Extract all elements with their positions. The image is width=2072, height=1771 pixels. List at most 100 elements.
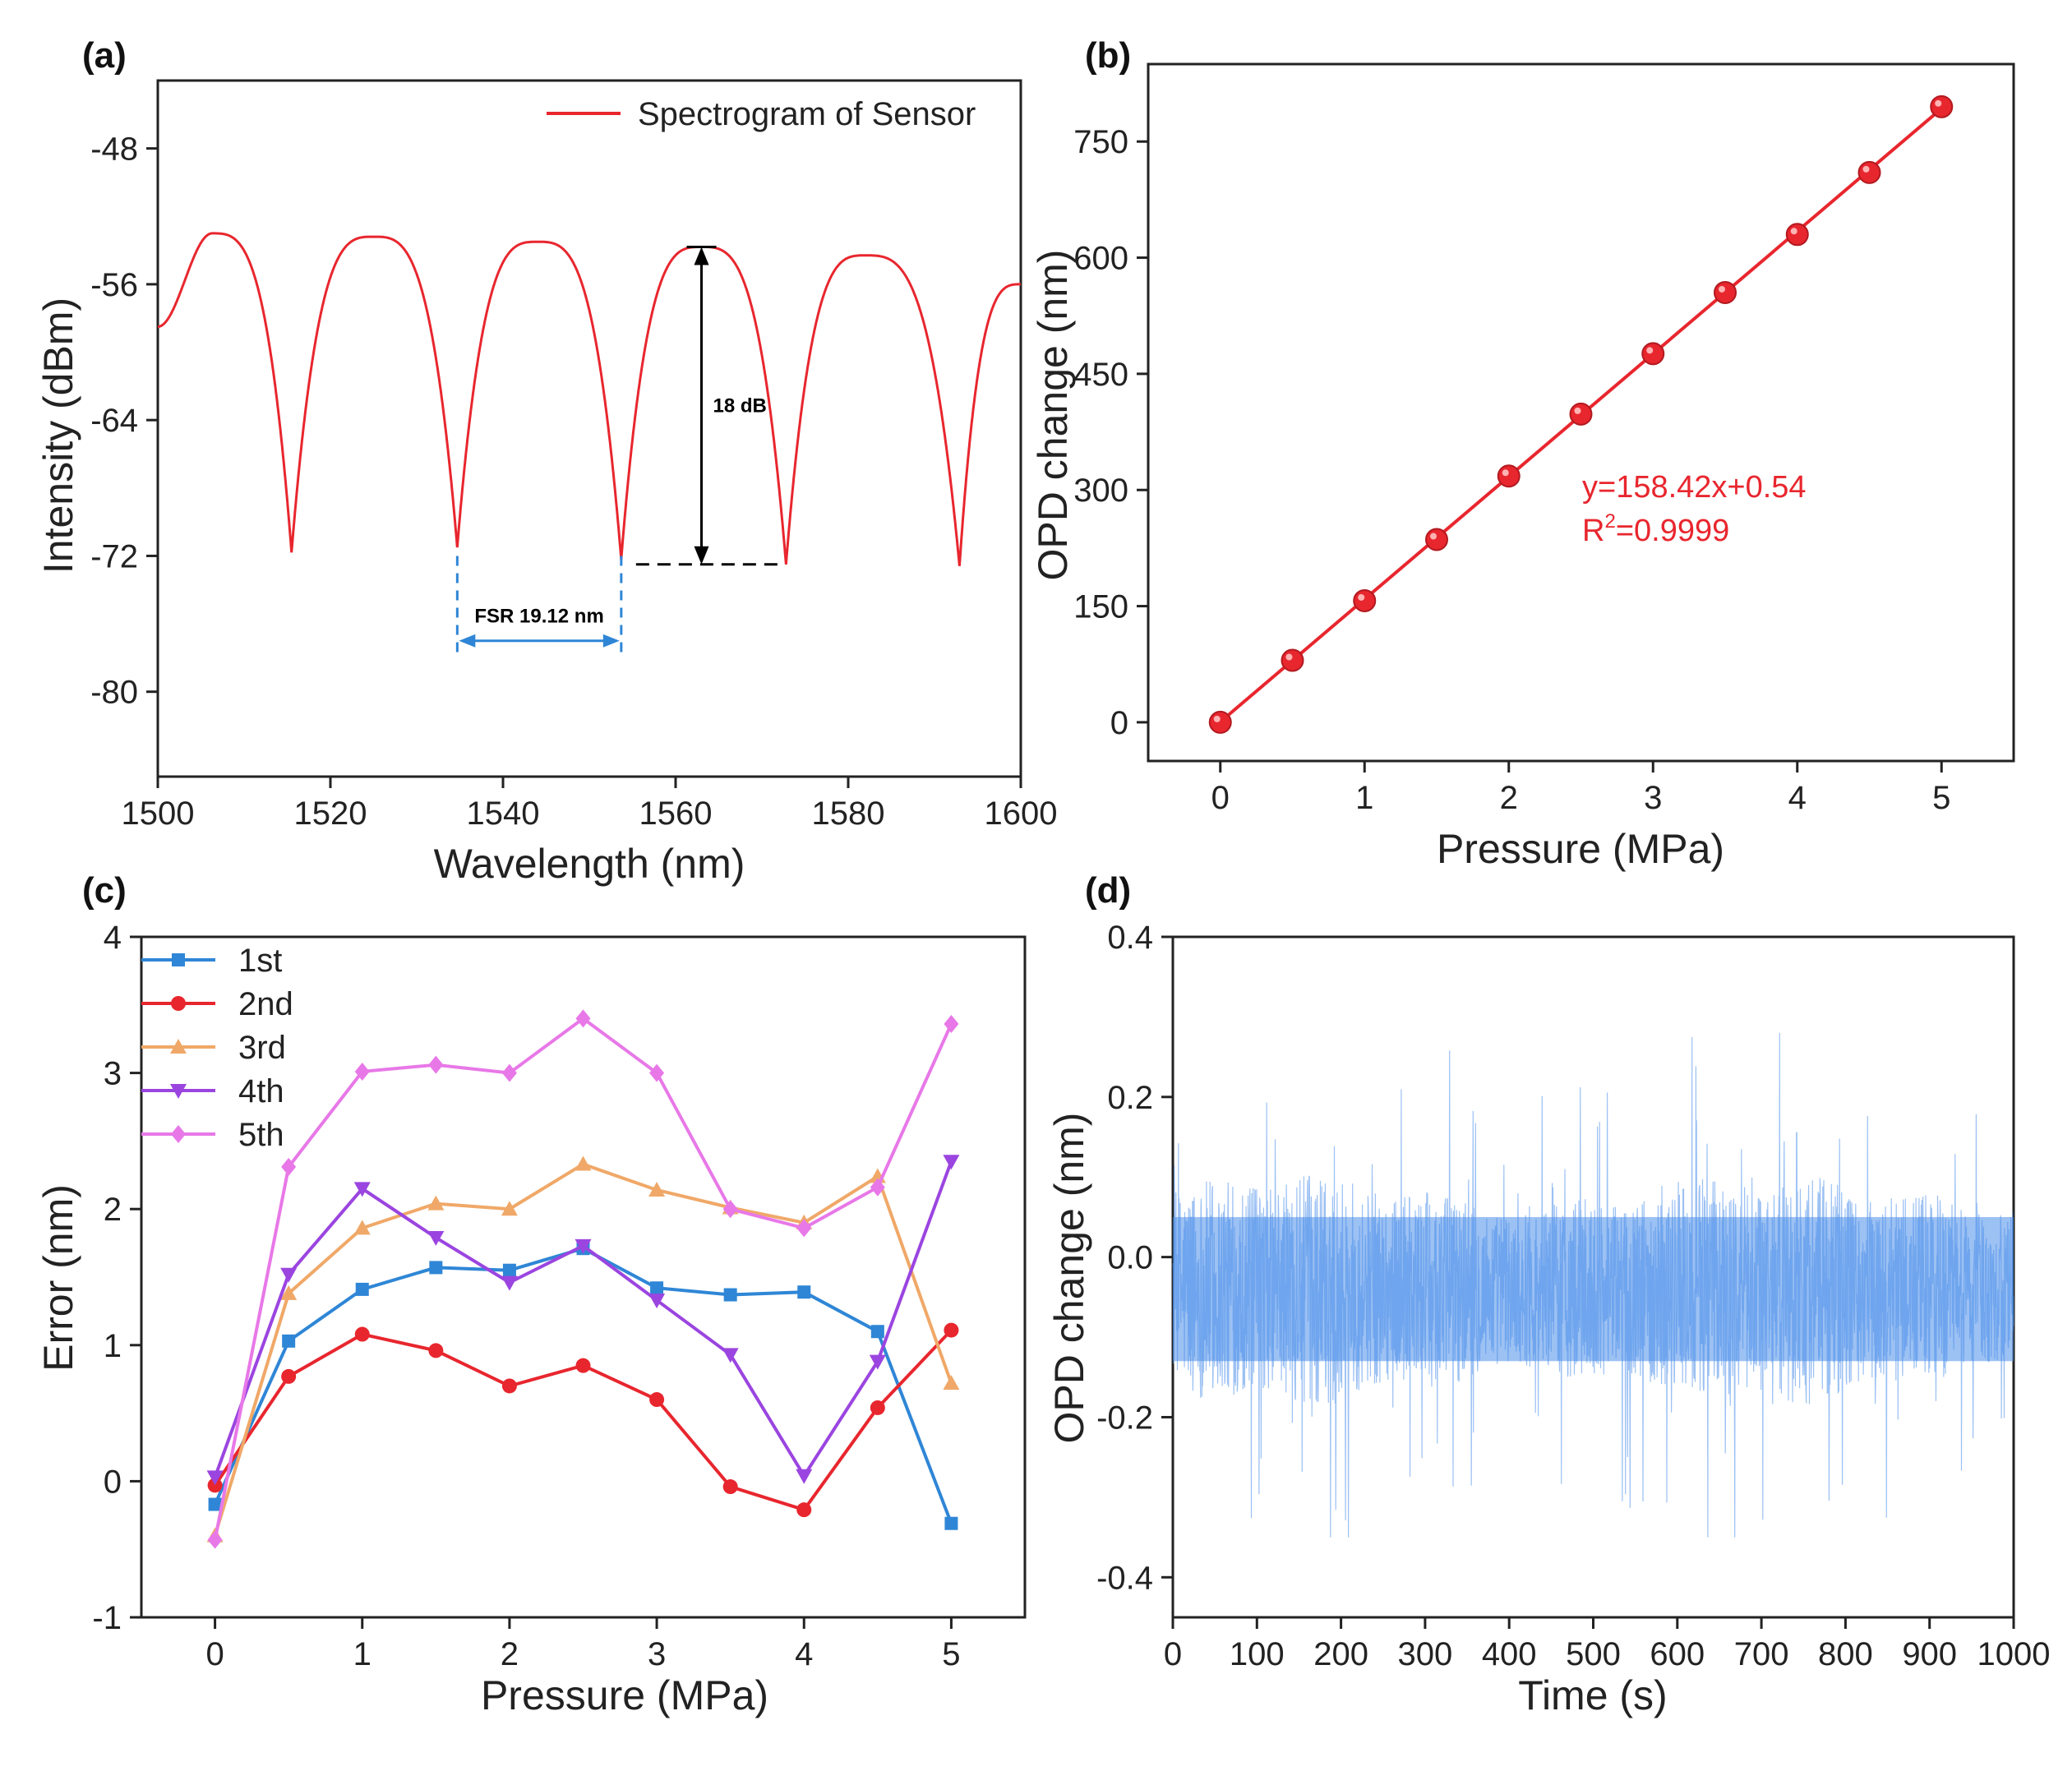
x-tick-label: 5 <box>1932 780 1950 816</box>
x-tick-label: 2 <box>501 1636 519 1672</box>
marker-square <box>502 1263 516 1277</box>
legend-label: 1st <box>238 943 282 979</box>
x-tick-label: 1580 <box>812 796 885 832</box>
depth-label: 18 dB <box>713 395 767 417</box>
data-point-highlight <box>1935 99 1942 107</box>
marker-circle <box>354 1326 370 1342</box>
marker-square <box>944 1516 958 1530</box>
panel-b-points <box>1208 95 1954 734</box>
x-axis-label-d: Time (s) <box>1518 1672 1667 1718</box>
marker-diamond <box>722 1200 738 1219</box>
y-tick-label: -80 <box>90 675 138 711</box>
y-tick-label: 4 <box>104 920 122 956</box>
marker-circle <box>870 1400 885 1415</box>
marker-diamond <box>501 1063 517 1082</box>
y-tick-label: 3 <box>104 1056 122 1092</box>
panel-a-frame <box>156 79 1022 778</box>
legend-label: 3rd <box>238 1030 286 1066</box>
data-point <box>1857 160 1881 184</box>
data-point-highlight <box>1862 165 1870 173</box>
marker-diamond <box>207 1530 223 1549</box>
marker-diamond <box>171 1125 186 1143</box>
marker-diamond <box>354 1062 370 1081</box>
y-axis-label-b: OPD change (nm) <box>1030 250 1076 581</box>
y-tick-label: -48 <box>90 131 138 168</box>
x-tick-label: 800 <box>1818 1636 1873 1672</box>
y-tick-label: 2 <box>104 1192 122 1228</box>
x-tick-label: 3 <box>1644 780 1662 816</box>
marker-circle <box>575 1358 591 1373</box>
x-tick-label: 400 <box>1482 1636 1537 1672</box>
y-tick-label: 0.0 <box>1107 1240 1153 1276</box>
data-point <box>1569 402 1593 426</box>
marker-square <box>172 953 185 966</box>
marker-triangle-up <box>427 1195 445 1211</box>
data-point <box>1785 223 1809 247</box>
x-tick-label: 1 <box>1355 780 1373 816</box>
marker-circle <box>428 1343 444 1358</box>
panel-c-frame <box>140 935 1027 1619</box>
data-point <box>1208 710 1232 734</box>
x-tick-label: 100 <box>1230 1636 1285 1672</box>
x-tick-label: 1540 <box>467 796 540 832</box>
fit-equation: y=158.42x+0.54 <box>1582 470 1807 505</box>
marker-triangle-up <box>648 1182 666 1197</box>
fsr-label: FSR 19.12 nm <box>474 606 603 628</box>
x-tick-label: 900 <box>1902 1636 1957 1672</box>
marker-square <box>797 1285 811 1299</box>
legend-label: 4th <box>238 1073 284 1109</box>
marker-diamond <box>428 1055 444 1074</box>
y-tick-label: -0.4 <box>1096 1560 1153 1596</box>
y-tick-label: 150 <box>1073 589 1128 625</box>
data-point-highlight <box>1790 228 1797 235</box>
legend-label: 2nd <box>238 986 293 1022</box>
y-tick-label: 0 <box>104 1464 122 1500</box>
panel-b-label: (b) <box>1085 35 1131 76</box>
spectrum-line <box>158 232 1021 566</box>
data-point-highlight <box>1574 407 1581 414</box>
data-point <box>1641 342 1665 366</box>
marker-square <box>282 1334 296 1348</box>
marker-square <box>429 1261 443 1275</box>
marker-circle <box>501 1378 517 1394</box>
marker-triangle-up <box>575 1155 592 1171</box>
y-axis-label-c: Error (nm) <box>35 1184 81 1372</box>
marker-triangle-down <box>501 1275 518 1291</box>
marker-circle <box>944 1322 959 1338</box>
panel-d-ticks: 0 100 200 300 400 500 600 700 800 900 1000 0.4 0.2 0.… <box>1096 920 2050 1672</box>
marker-square <box>355 1282 369 1296</box>
panel-d-label: (d) <box>1085 870 1131 911</box>
marker-triangle-down <box>796 1469 813 1484</box>
marker-circle <box>722 1479 738 1495</box>
marker-square <box>650 1281 664 1295</box>
marker-diamond <box>281 1157 297 1176</box>
panel-d: (d) 0 100 200 300 400 500 600 700 800 900 10000.40… <box>1046 870 2050 1718</box>
fsr-arrowhead-left <box>459 634 476 648</box>
marker-diamond <box>944 1014 959 1033</box>
y-axis-label-d: OPD change (nm) <box>1046 1113 1092 1444</box>
panel-c: (c) 0 1 2 3 4 5 -1 0 1 2 3 4 1st 2nd 3rd 4th 5th Pressu… <box>35 870 1027 1718</box>
marker-triangle-down <box>353 1182 371 1197</box>
marker-triangle-down <box>648 1294 666 1309</box>
y-axis-label-a: Intensity (dBm) <box>35 297 81 574</box>
fsr-arrowhead-right <box>602 634 620 648</box>
data-point-highlight <box>1502 469 1509 477</box>
x-tick-label: 200 <box>1313 1636 1368 1672</box>
x-tick-label: 4 <box>1788 780 1807 816</box>
data-point <box>1497 464 1521 488</box>
marker-diamond <box>649 1063 665 1082</box>
y-tick-label: 300 <box>1073 473 1128 509</box>
marker-triangle-up <box>280 1284 298 1300</box>
marker-diamond <box>870 1178 885 1197</box>
y-tick-label: -64 <box>90 403 138 439</box>
data-point-highlight <box>1358 593 1365 601</box>
panel-a: (a) 1500 1520 1540 1560 1580 1600 -48 -56 -64 -72… <box>35 35 1057 887</box>
y-tick-label: -1 <box>92 1600 122 1636</box>
panel-a-ticks: 1500 1520 1540 1560 1580 1600 -48 -56 -64 -72 -80 <box>90 131 1057 832</box>
y-tick-label: 450 <box>1073 357 1128 393</box>
x-tick-label: 1 <box>353 1636 371 1672</box>
data-point-highlight <box>1430 533 1437 540</box>
x-tick-label: 500 <box>1566 1636 1621 1672</box>
data-point-highlight <box>1213 715 1221 722</box>
